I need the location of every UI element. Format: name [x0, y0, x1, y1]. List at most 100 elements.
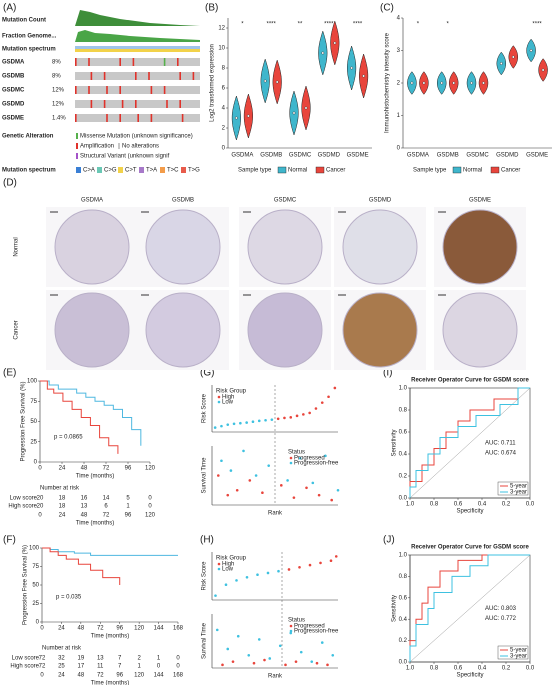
median: [246, 114, 250, 118]
alteration: [90, 100, 93, 108]
track-label: Mutation spectrum: [2, 47, 56, 53]
legend-label: T>C: [167, 168, 179, 174]
point: [336, 488, 340, 492]
median: [292, 111, 296, 115]
risk-count: 0: [157, 664, 161, 670]
alteration: [90, 72, 93, 80]
significance: ****: [532, 22, 542, 28]
alteration: [75, 58, 77, 66]
x-tick-label: 48: [78, 673, 85, 679]
point: [215, 628, 219, 632]
point: [284, 663, 287, 667]
track-label: Mutation Count: [2, 18, 46, 24]
gene-label: GSDME: [2, 116, 24, 122]
y-axis-label: Survival Time: [202, 622, 208, 659]
point: [247, 653, 251, 657]
median: [422, 81, 426, 85]
alteration: [181, 114, 184, 122]
reference-line: [409, 554, 531, 663]
gene-track: [75, 86, 200, 94]
x-tick-label: 0.4: [478, 666, 487, 672]
y-tick-label: 100: [29, 546, 40, 552]
y-tick-label: 25: [30, 439, 37, 445]
chart-title: Receiver Operator Curve for GSDM score: [411, 378, 529, 384]
alteration: [106, 114, 108, 122]
point: [320, 401, 324, 404]
y-axis-label: Log2 transformed expression: [210, 44, 216, 122]
y-tick-label: 0.4: [399, 452, 408, 458]
point: [298, 565, 301, 569]
legend-swatch: [217, 400, 221, 404]
legend-swatch: [289, 624, 293, 628]
x-tick-label: 120: [134, 626, 145, 632]
alteration: [119, 86, 121, 94]
point: [331, 653, 335, 657]
median: [410, 81, 414, 85]
median: [440, 81, 444, 85]
risk-count: 11: [97, 664, 104, 670]
x-axis-label: Rank: [268, 674, 283, 680]
legend-swatch: [452, 166, 462, 174]
median: [499, 62, 503, 65]
risk-count: 1: [137, 664, 141, 670]
legend-swatch: [289, 456, 293, 460]
legend-swatch: [217, 567, 221, 571]
risk-count: 14: [103, 496, 110, 502]
y-axis-label: Sensitivity: [392, 429, 398, 456]
gene-track: [75, 72, 200, 80]
point: [217, 474, 220, 477]
y-tick-label: 50: [32, 583, 39, 589]
alteration: [135, 100, 137, 108]
y-axis-label: Risk Score: [202, 393, 208, 423]
risk-count: 16: [81, 496, 88, 502]
point: [220, 459, 223, 463]
x-tick-label: 72: [97, 673, 104, 679]
y-axis-label: Survival Time: [202, 457, 208, 494]
tissue-core: [145, 209, 221, 285]
p-value: p = 0.035: [56, 595, 82, 601]
point: [245, 421, 248, 424]
legend-box: [497, 481, 529, 496]
legend-label: Cancer: [501, 168, 520, 174]
risk-count: 2: [137, 656, 141, 662]
median: [304, 106, 308, 110]
alteration: [119, 114, 121, 122]
x-tick-label: 96: [116, 673, 123, 679]
legend-label: Normal: [288, 168, 307, 174]
x-tick-label: 168: [173, 626, 184, 632]
column-header: GSDMA: [81, 198, 103, 204]
point: [326, 663, 329, 667]
legend-label: T>A: [146, 168, 157, 174]
risk-title: Number at risk: [40, 486, 80, 492]
point: [226, 493, 230, 497]
median: [321, 51, 325, 55]
panel-label: (C): [380, 3, 394, 14]
y-tick-label: 0.8: [399, 574, 408, 580]
y-tick-label: 2: [397, 81, 401, 87]
point: [286, 479, 289, 482]
point: [252, 661, 256, 665]
x-tick-label: 168: [173, 673, 184, 679]
point: [261, 491, 264, 495]
x-tick-label: 0: [40, 626, 44, 632]
y-tick-label: 4: [397, 16, 401, 22]
legend-swatch: [97, 167, 102, 173]
risk-count: 32: [58, 656, 65, 662]
y-tick-label: 25: [32, 601, 39, 607]
y-tick-label: 12: [218, 26, 225, 32]
legend-title: Risk Group: [216, 556, 247, 562]
x-tick-label: GSDMD: [496, 153, 519, 159]
point: [268, 657, 272, 660]
y-tick-label: 0.8: [399, 408, 408, 414]
x-tick-label: 48: [81, 466, 88, 472]
alteration: [135, 72, 137, 80]
median: [234, 116, 238, 120]
gene-label: GSDMA: [2, 60, 25, 66]
x-tick-label: 96: [125, 466, 132, 472]
point: [224, 583, 228, 587]
plot-frame: [409, 387, 531, 499]
legend-swatch: [76, 167, 81, 173]
risk-title: Number at risk: [42, 646, 82, 652]
tissue-core: [247, 209, 323, 285]
